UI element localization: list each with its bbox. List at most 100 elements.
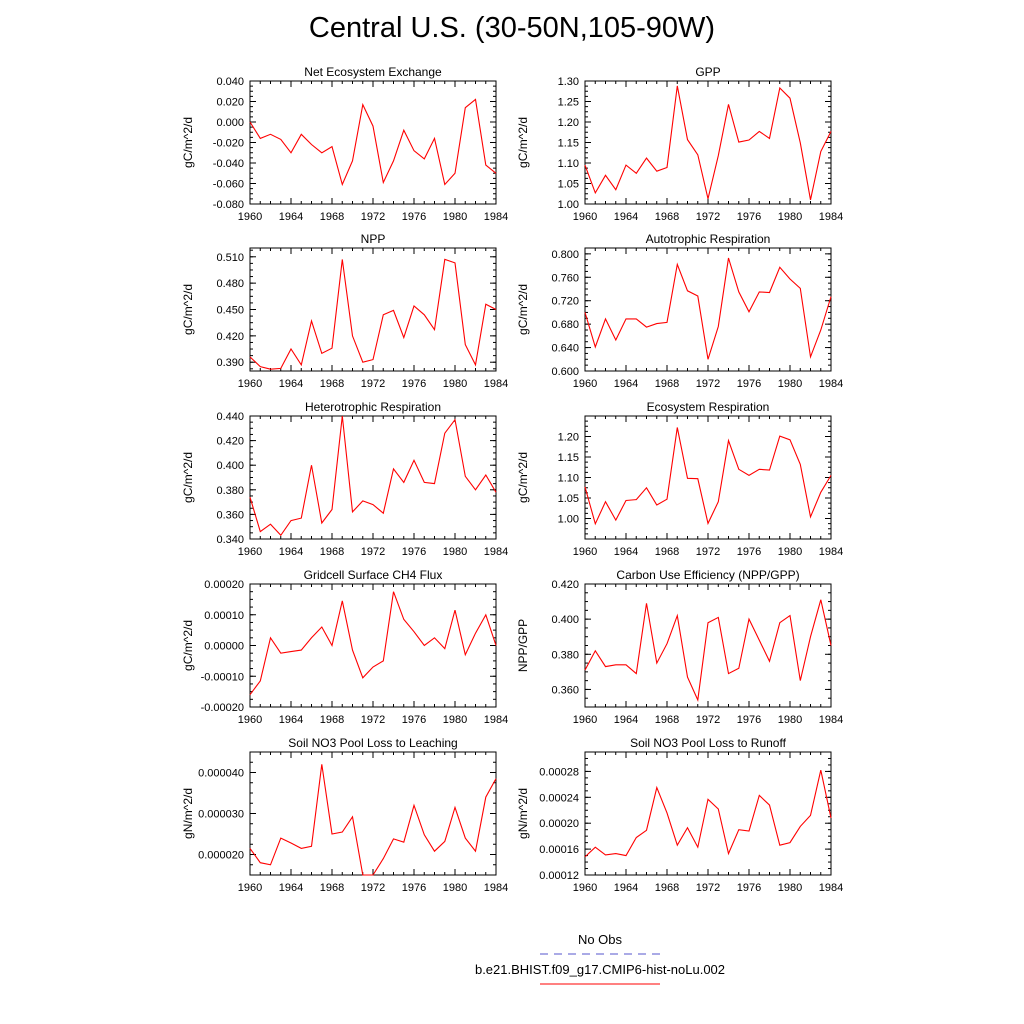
y-tick-label: 1.20 <box>558 432 579 444</box>
x-tick-label: 1968 <box>655 714 679 726</box>
plot-frame <box>249 415 497 540</box>
y-tick-label: 0.440 <box>216 411 244 423</box>
y-tick-label: 0.00020 <box>539 818 579 830</box>
x-tick-label: 1964 <box>279 714 303 726</box>
x-tick-label: 1964 <box>614 378 638 390</box>
y-tick-label: 1.25 <box>558 97 579 109</box>
legend-line-no-obs <box>540 953 660 955</box>
x-tick-label: 1968 <box>655 546 679 558</box>
y-tick-label: 0.640 <box>551 343 579 355</box>
legend-label-no-obs: No Obs <box>577 932 623 947</box>
x-tick-label: 1984 <box>484 546 508 558</box>
chart-panel-3: NPP 1960 1964 1968 1972 1976 1980 1984 0.390 0.42… <box>181 232 508 390</box>
x-tick-label: 1980 <box>778 378 802 390</box>
chart-panel-6: Ecosystem Respiration 1960 1964 1968 1972 197… <box>516 400 843 558</box>
x-tick-label: 1984 <box>819 882 843 894</box>
chart-panel-8: Carbon Use Efficiency (NPP/GPP) 1960 1964 1… <box>516 568 843 726</box>
y-tick-label: 0.00028 <box>539 766 579 778</box>
y-tick-label: 0.680 <box>551 319 579 331</box>
y-tick-label: 1.20 <box>558 117 579 129</box>
y-tick-label: 0.00000 <box>204 641 244 653</box>
y-tick-label: 0.00020 <box>204 579 244 591</box>
x-tick-label: 1964 <box>279 546 303 558</box>
y-tick-label: 1.00 <box>558 514 579 526</box>
y-tick-label: 0.380 <box>551 649 579 661</box>
x-tick-label: 1984 <box>819 714 843 726</box>
y-axis-label: gN/m^2/d <box>181 788 195 839</box>
panel-title: Gridcell Surface CH4 Flux <box>304 568 443 582</box>
y-tick-label: 0.450 <box>216 305 244 317</box>
y-tick-label: 0.600 <box>551 366 579 378</box>
series-line <box>584 257 832 360</box>
plot-frame <box>584 583 832 708</box>
series-line <box>249 98 497 187</box>
series-line <box>249 258 497 370</box>
series-line <box>584 599 832 702</box>
panel-title: Net Ecosystem Exchange <box>304 65 442 79</box>
y-tick-label: 1.15 <box>558 452 579 464</box>
chart-panel-10: Soil NO3 Pool Loss to Runoff 1960 1964 1968… <box>516 736 843 894</box>
x-tick-label: 1976 <box>737 882 761 894</box>
chart-panel-5: Heterotrophic Respiration 1960 1964 1968 197… <box>181 400 508 558</box>
x-tick-label: 1980 <box>443 546 467 558</box>
y-tick-label: 0.020 <box>216 97 244 109</box>
x-tick-label: 1984 <box>484 714 508 726</box>
y-tick-label: 1.05 <box>558 179 579 191</box>
x-tick-label: 1960 <box>238 378 262 390</box>
y-tick-label: 0.00016 <box>539 844 579 856</box>
panel-title: Ecosystem Respiration <box>647 400 770 414</box>
y-tick-label: 1.15 <box>558 138 579 150</box>
y-tick-label: 0.400 <box>216 460 244 472</box>
x-tick-label: 1960 <box>573 882 597 894</box>
y-tick-label: 1.10 <box>558 473 579 485</box>
panel-title: Heterotrophic Respiration <box>305 400 441 414</box>
series-line <box>249 591 497 696</box>
x-tick-label: 1964 <box>614 882 638 894</box>
x-tick-label: 1960 <box>573 546 597 558</box>
y-tick-label: 0.00024 <box>539 792 579 804</box>
y-axis-label: gC/m^2/d <box>516 284 530 335</box>
x-tick-label: 1976 <box>402 714 426 726</box>
series-line <box>584 85 832 201</box>
x-tick-label: 1984 <box>484 211 508 223</box>
x-tick-label: 1976 <box>737 714 761 726</box>
legend-line-model-run <box>540 983 660 985</box>
x-tick-label: 1972 <box>361 882 385 894</box>
y-tick-label: 1.10 <box>558 158 579 170</box>
x-tick-label: 1964 <box>614 211 638 223</box>
panel-title: GPP <box>695 65 720 79</box>
y-tick-label: 0.420 <box>216 436 244 448</box>
x-tick-label: 1968 <box>320 714 344 726</box>
y-tick-label: -0.00010 <box>201 671 244 683</box>
y-tick-label: 0.390 <box>216 357 244 369</box>
x-tick-label: 1980 <box>443 378 467 390</box>
legend-label-model-run: b.e21.BHIST.f09_g17.CMIP6-hist-noLu.002 <box>474 962 726 977</box>
x-tick-label: 1984 <box>484 882 508 894</box>
series-line <box>584 427 832 526</box>
x-tick-label: 1968 <box>655 378 679 390</box>
y-tick-label: 1.00 <box>558 199 579 211</box>
plot-frame <box>584 415 832 540</box>
y-axis-label: gC/m^2/d <box>516 452 530 503</box>
y-tick-label: 0.760 <box>551 272 579 284</box>
plot-frame <box>249 751 497 876</box>
y-tick-label: 0.000040 <box>198 768 244 780</box>
x-tick-label: 1964 <box>279 211 303 223</box>
panel-title: NPP <box>361 232 386 246</box>
x-tick-label: 1980 <box>443 882 467 894</box>
plot-frame <box>584 751 832 876</box>
x-tick-label: 1964 <box>279 378 303 390</box>
x-tick-label: 1984 <box>819 378 843 390</box>
y-tick-label: -0.00020 <box>201 702 244 714</box>
y-axis-label: gC/m^2/d <box>181 620 195 671</box>
chart-panel-1: Net Ecosystem Exchange 1960 1964 1968 1972 19… <box>181 65 508 223</box>
x-tick-label: 1980 <box>778 882 802 894</box>
x-tick-label: 1964 <box>614 546 638 558</box>
x-tick-label: 1972 <box>696 882 720 894</box>
panel-title: Soil NO3 Pool Loss to Runoff <box>630 736 787 750</box>
panel-title: Soil NO3 Pool Loss to Leaching <box>288 736 457 750</box>
y-tick-label: 0.400 <box>551 614 579 626</box>
y-axis-label: gC/m^2/d <box>516 117 530 168</box>
y-tick-label: 0.480 <box>216 278 244 290</box>
